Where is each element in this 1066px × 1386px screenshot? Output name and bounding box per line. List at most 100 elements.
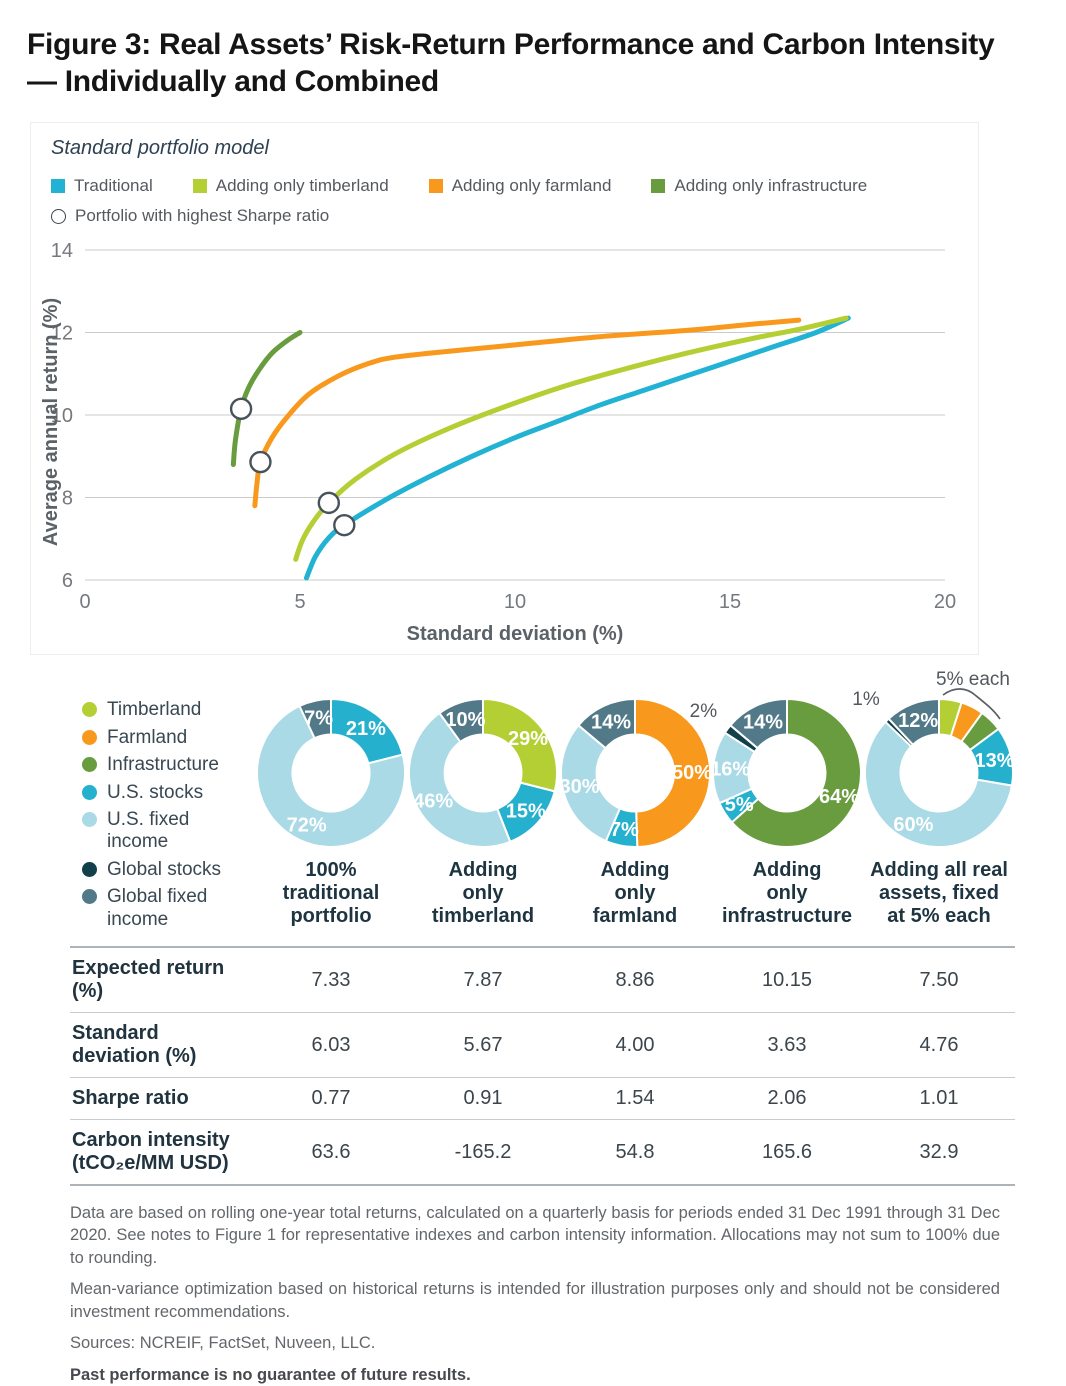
series-line-adding-only-timberland	[293, 315, 849, 563]
legend-label: Global fixed income	[107, 886, 208, 930]
legend-swatch-icon	[651, 179, 666, 194]
donut-caption-4: Adding all real assets, fixed at 5% each	[870, 859, 1008, 927]
slice-label-outside: 1%	[852, 689, 880, 710]
table-row-3: Carbon intensity (tCO₂e/MM USD) 63.6 -165.…	[70, 1119, 1015, 1184]
cell-r3-c0: 63.6	[311, 1140, 351, 1163]
donut-chart-1: 29% 15% 46% 10%	[407, 698, 558, 849]
slice-label: 64%	[819, 787, 859, 809]
legend-dot-icon	[82, 729, 97, 745]
donut-slice-infrastructure	[730, 698, 862, 849]
row-label: Standard deviation (%)	[72, 1022, 197, 1068]
xtick-15: 15	[719, 591, 741, 613]
figure-page: Figure 3: Real Assets’ Risk-Return Perfo…	[0, 26, 1066, 1386]
legend-label: Global stocks	[107, 858, 222, 880]
legend-swatch-icon	[192, 179, 207, 194]
slice-label: 10%	[445, 709, 485, 731]
note-sources: Sources: NCREIF, FactSet, Nuveen, LLC.	[70, 1334, 376, 1353]
legend-dot-icon	[82, 812, 97, 827]
line-chart-legend-row1: Traditional Adding only timberland Adding …	[51, 176, 978, 196]
cell-r2-c0: 0.77	[311, 1087, 351, 1110]
donut-caption-2: Adding only farmland	[592, 859, 678, 927]
cell-r3-c4: 32.9	[919, 1140, 959, 1163]
five-pct-each-label: 5% each	[936, 669, 1010, 690]
donut-column-2: 50% 7% 30% 14% Adding only farmland	[559, 671, 712, 927]
allocation-legend-item-u-s-fixed-income: U.S. fixed income	[82, 809, 255, 854]
legend-dot-icon	[82, 784, 97, 800]
cell-r1-c1: 5.67	[463, 1033, 503, 1056]
ytick-12: 12	[51, 323, 73, 345]
donut-slice-u-s-fixed-income	[560, 724, 622, 843]
allocation-legend-item-farmland: Farmland	[82, 727, 255, 749]
donut-slice-global-fixed-income	[728, 698, 788, 750]
highest-sharpe-marker-2	[249, 451, 272, 474]
footnotes: Data are based on rolling one-year total…	[70, 1202, 1000, 1386]
risk-return-panel: Standard portfolio model Traditional Addi…	[30, 122, 979, 656]
allocation-legend-item-u-s-stocks: U.S. stocks	[82, 782, 255, 804]
donut-chart-0: 21% 72% 7%	[256, 698, 406, 849]
figure-title: Figure 3: Real Assets’ Risk-Return Perfo…	[27, 28, 995, 99]
cell-r3-c1: -165.2	[454, 1140, 512, 1163]
cell-r1-c2: 4.00	[615, 1033, 655, 1056]
slice-label: 29%	[508, 728, 548, 750]
allocation-legend-item-global-fixed-income: Global fixed income	[82, 886, 255, 931]
legend-item-traditional: Traditional	[51, 176, 153, 196]
cell-r1-c0: 6.03	[311, 1033, 351, 1056]
donut-slice-u-s-fixed-income	[256, 705, 406, 849]
cell-r0-c3: 10.15	[761, 968, 813, 991]
table-row-2: Sharpe ratio 0.77 0.91 1.54 2.06 1.01	[70, 1077, 1015, 1119]
risk-return-line-chart: 14 12 10 8 60 5 10 15 20 Standard deviation (%) Av…	[40, 240, 956, 645]
legend-label: U.S. stocks	[107, 781, 204, 803]
legend-label: Traditional	[74, 176, 153, 196]
ytick-10: 10	[51, 405, 73, 427]
cell-r2-c4: 1.01	[919, 1087, 959, 1110]
allocation-legend-item-global-stocks: Global stocks	[82, 859, 255, 881]
legend-item-highest-sharpe: Portfolio with highest Sharpe ratio	[51, 206, 329, 226]
donut-slice-global-fixed-income	[438, 698, 484, 744]
xtick-5: 5	[294, 591, 305, 613]
donut-column-4: 13% 60% 1% 12% 5% each Adding all real assets…	[852, 669, 1015, 927]
cell-r2-c3: 2.06	[767, 1087, 807, 1110]
legend-label: Portfolio with highest Sharpe ratio	[75, 206, 330, 226]
legend-dot-icon	[82, 757, 97, 773]
slice-label: 60%	[893, 814, 933, 836]
slice-label: 72%	[287, 815, 327, 837]
stats-table: Expected return (%) 7.33 7.87 8.86 10.15 7.50…	[70, 946, 1015, 1187]
donut-chart-3: 64% 5% 16% 2% 14%	[690, 698, 862, 849]
donut-slice-global-fixed-income	[887, 698, 940, 747]
series-line-traditional	[303, 315, 851, 581]
row-label: Carbon intensity (tCO₂e/MM USD)	[72, 1129, 230, 1175]
donut-charts: 21% 72% 7% 100% traditional portfolio 29% 15%…	[255, 669, 1015, 927]
slice-label: 30%	[559, 777, 599, 799]
allocation-legend-item-infrastructure: Infrastructure	[82, 754, 255, 776]
note-mvo: Mean-variance optimization based on hist…	[70, 1280, 1000, 1321]
legend-label: U.S. fixed income	[107, 809, 190, 853]
slice-label: 7%	[610, 819, 639, 841]
slice-label: 15%	[506, 801, 546, 823]
legend-item-adding-only-timberland: Adding only timberland	[192, 176, 389, 196]
slice-label: 14%	[743, 712, 783, 734]
legend-label: Farmland	[107, 726, 188, 748]
x-axis-title: Standard deviation (%)	[407, 623, 624, 645]
legend-swatch-icon	[428, 179, 443, 194]
cell-r2-c1: 0.91	[463, 1087, 503, 1110]
donut-column-0: 21% 72% 7% 100% traditional portfolio	[255, 671, 407, 927]
line-chart-legend-row2: Portfolio with highest Sharpe ratio	[51, 206, 978, 226]
series-line-adding-only-infrastructure	[230, 330, 303, 468]
slice-label: 5%	[725, 794, 754, 816]
highest-sharpe-marker-0	[333, 514, 356, 537]
table-row-0: Expected return (%) 7.33 7.87 8.86 10.15 7.50	[70, 948, 1015, 1012]
cell-r0-c0: 7.33	[311, 968, 351, 991]
legend-dot-icon	[82, 889, 97, 905]
allocation-legend-item-timberland: Timberland	[82, 699, 255, 721]
donut-chart-2: 50% 7% 30% 14%	[559, 698, 712, 849]
slice-label: 7%	[304, 708, 333, 730]
xtick-10: 10	[504, 591, 526, 613]
cell-r1-c4: 4.76	[919, 1033, 959, 1056]
y-axis-title: Average annual return (%)	[40, 298, 62, 546]
legend-item-adding-only-infrastructure: Adding only infrastructure	[651, 176, 867, 196]
legend-swatch-icon	[51, 179, 65, 194]
ytick-6: 6	[62, 570, 73, 592]
xtick-0: 0	[79, 591, 90, 613]
row-label: Sharpe ratio	[72, 1087, 189, 1110]
donut-slice-global-fixed-income	[576, 698, 636, 750]
